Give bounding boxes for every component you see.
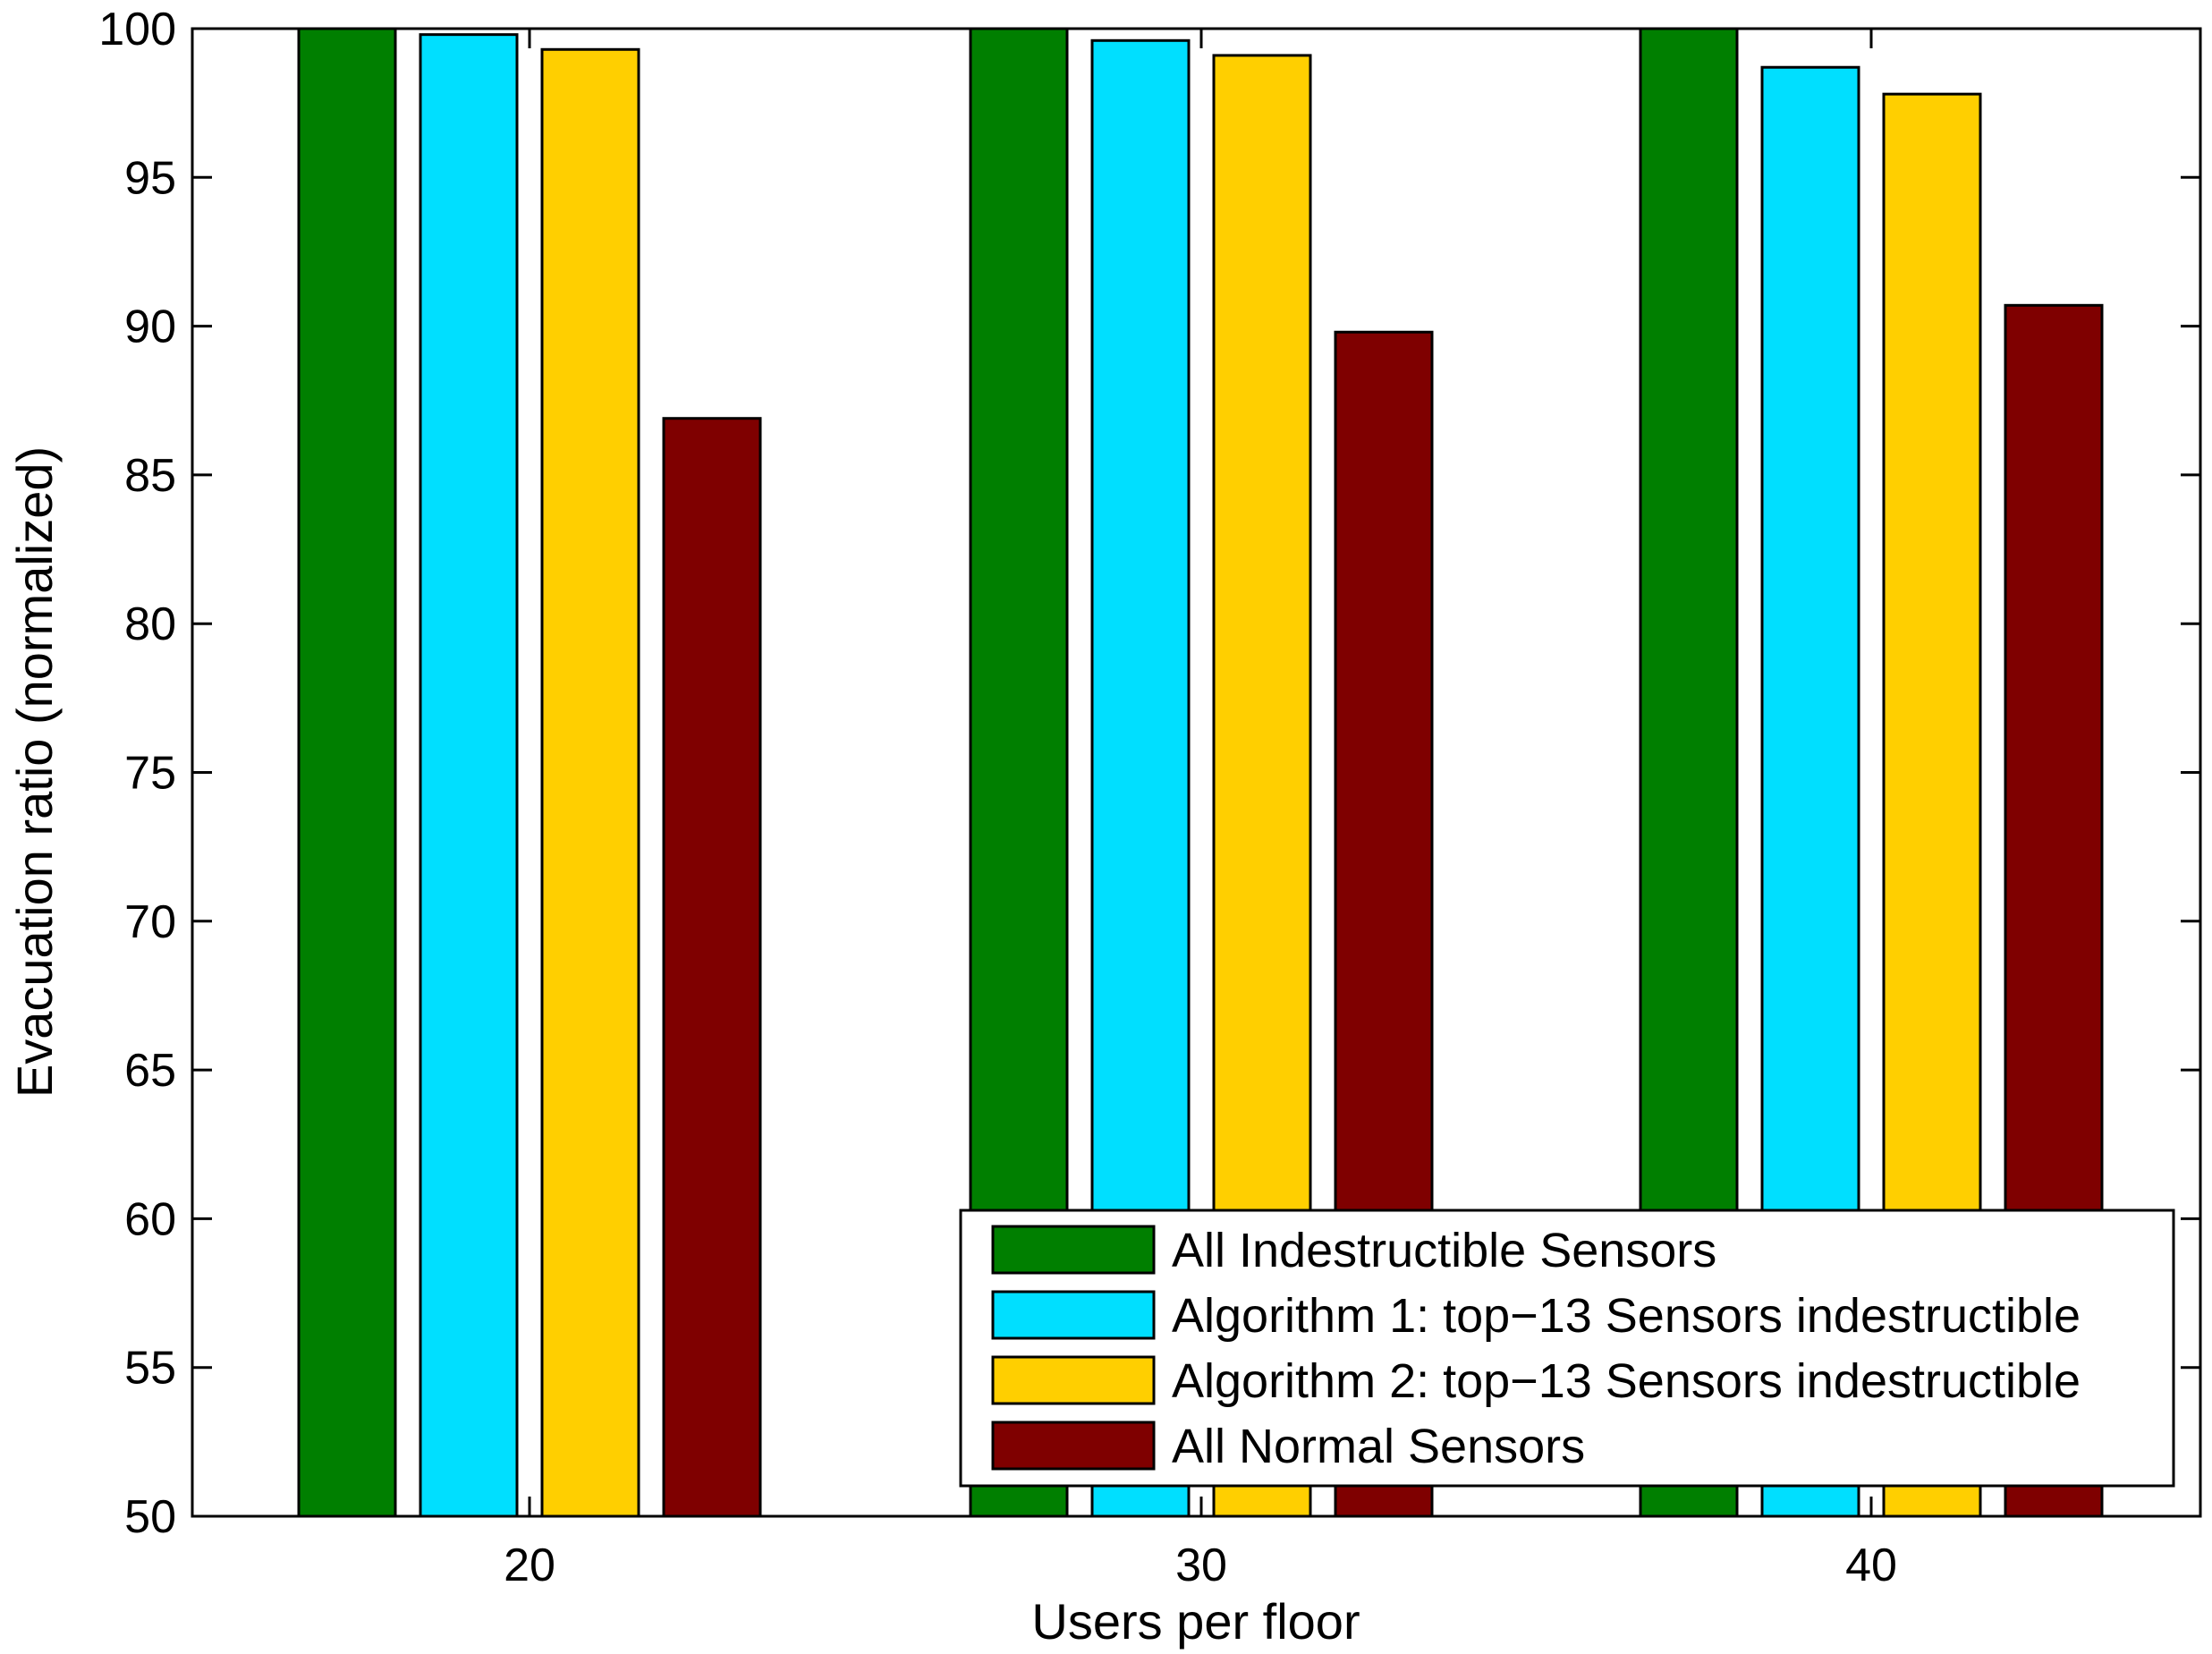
y-tick-label: 65 xyxy=(124,1045,176,1097)
legend-swatch-2 xyxy=(991,1290,1156,1340)
y-tick-label: 85 xyxy=(124,450,176,502)
legend-swatch-3 xyxy=(991,1355,1156,1405)
bar-2-20 xyxy=(419,33,519,1518)
x-axis-label: Users per floor xyxy=(1031,1593,1360,1650)
bar-1-20 xyxy=(297,27,397,1518)
y-tick-label: 70 xyxy=(124,896,176,948)
legend-box xyxy=(959,1209,2175,1488)
y-tick-label: 55 xyxy=(124,1343,176,1395)
x-tick-label: 40 xyxy=(1845,1539,1897,1591)
legend-label-1: All Indestructible Sensors xyxy=(1172,1224,1716,1277)
axis-ticks: 50 55 60 65 70 75 80 85 90 95 100 20 30 40 xyxy=(98,4,2200,1591)
y-tick-label: 75 xyxy=(124,748,176,800)
bar-3-20 xyxy=(540,47,640,1518)
legend-label-2: Algorithm 1: top−13 Sensors indestructib… xyxy=(1172,1289,2081,1343)
y-tick-label: 100 xyxy=(98,4,176,55)
bar-4-20 xyxy=(662,417,762,1518)
x-tick-label: 30 xyxy=(1175,1539,1227,1591)
legend-label-4: All Normal Sensors xyxy=(1172,1420,1585,1473)
y-tick-label: 80 xyxy=(124,598,176,650)
legend-swatch-1 xyxy=(991,1225,1156,1275)
legend: All Indestructible Sensors Algorithm 1: t… xyxy=(959,1209,2175,1488)
legend-swatch-4 xyxy=(991,1421,1156,1471)
y-axis-label: Evacuation ratio (normalized) xyxy=(6,446,63,1098)
y-tick-label: 95 xyxy=(124,152,176,204)
y-tick-label: 90 xyxy=(124,301,176,353)
y-tick-label: 60 xyxy=(124,1193,176,1245)
legend-label-3: Algorithm 2: top−13 Sensors indestructib… xyxy=(1172,1354,2081,1408)
x-tick-label: 20 xyxy=(504,1539,555,1591)
y-tick-label: 50 xyxy=(124,1491,176,1543)
